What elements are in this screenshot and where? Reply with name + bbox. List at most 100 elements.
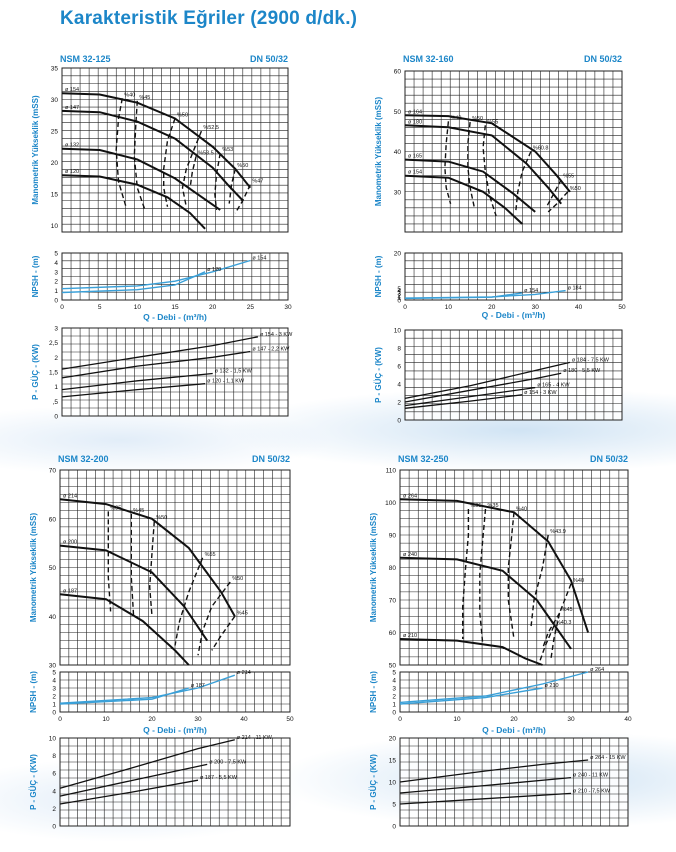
efficiency-line: [174, 557, 204, 646]
power-curve: [404, 361, 571, 400]
chart-model-title: NSM 32-250: [398, 454, 449, 464]
y-tick-label: 2: [397, 400, 401, 407]
y-tick-label: 2,5: [49, 340, 58, 347]
y-tick-label: 60: [389, 630, 397, 637]
x-tick-label: 40: [575, 304, 583, 311]
y-tick-label: 40: [394, 149, 402, 156]
x-tick-label: 20: [488, 304, 496, 311]
npsh-curve-label: ø 264: [590, 667, 604, 673]
efficiency-line: [538, 625, 555, 663]
power-curve-label: ø 147 - 2,2 KW: [252, 346, 290, 352]
x-tick-label: 40: [624, 716, 632, 723]
y-tick-label: 40: [49, 614, 57, 621]
y-tick-label: 0: [52, 710, 56, 717]
power-curve-label: ø 240 - 11 KW: [573, 773, 609, 779]
npsh-curve: [61, 271, 206, 294]
efficiency-line: [197, 581, 231, 656]
chart-dn-label: DN 50/32: [250, 54, 288, 64]
efficiency-label: %53.5: [198, 150, 214, 156]
chart-dn-label: DN 50/32: [584, 54, 622, 64]
y-tick-label: 10: [389, 780, 397, 787]
power-frame: [399, 737, 629, 827]
power-axis-label: P - GÜÇ - (KW): [31, 344, 40, 400]
x-tick-label: 15: [171, 304, 179, 311]
npsh-curve-label: ø 187: [191, 683, 205, 689]
chart-dn-label: DN 50/32: [590, 454, 628, 464]
power-curve-label: ø 184 - 7,5 KW: [572, 357, 610, 363]
efficiency-label: %45: [562, 607, 573, 613]
efficiency-label: %43.9: [550, 529, 566, 535]
npsh-curve: [61, 259, 251, 290]
y-tick-label: 0: [397, 418, 401, 425]
y-tick-label: 50: [394, 109, 402, 116]
efficiency-line: [133, 100, 146, 211]
head-curve: [59, 544, 209, 642]
head-curve: [399, 498, 590, 633]
power-curve: [399, 759, 589, 783]
power-panel: 0 2 4 6 8 10 P - GÜÇ - (KW) ø 214 - 11 KW ø 200 …: [29, 735, 291, 831]
x-tick-label: 0: [60, 304, 64, 311]
efficiency-line: [211, 615, 236, 651]
y-tick-label: 4: [397, 288, 401, 295]
efficiency-line: [515, 151, 532, 212]
power-axis-label: P - GÜÇ - (KW): [369, 754, 378, 810]
x-tick-label: 0: [403, 304, 407, 311]
head-curve: [61, 109, 244, 202]
efficiency-line: [541, 612, 561, 650]
head-curve: [404, 174, 523, 225]
y-tick-label: 50: [389, 663, 397, 670]
y-tick-label: 25: [51, 129, 59, 136]
x-tick-label: 50: [286, 716, 294, 723]
y-tick-label: 2: [52, 694, 56, 701]
curve-label: ø 164: [408, 109, 422, 115]
npsh-frame: [399, 671, 629, 713]
y-tick-label: 1: [52, 702, 56, 709]
efficiency-label: %55: [205, 552, 216, 558]
efficiency-line: [545, 179, 562, 209]
head-panel: 10 15 20 25 30 35 Manometrik Yükseklik (mSS) ø …: [31, 66, 289, 233]
x-tick-label: 20: [510, 716, 518, 723]
npsh-curve: [399, 687, 543, 705]
efficiency-label: %50: [232, 576, 243, 582]
npsh-axis-label: NPSH - (m): [369, 671, 378, 713]
y-tick-label: 20: [394, 251, 402, 258]
x-tick-label: 20: [148, 716, 156, 723]
efficiency-label: %50: [156, 515, 167, 521]
power-panel: 0 2 4 6 8 10 P - GÜÇ - (KW) ø 184 - 7,5 KW ø 180…: [374, 328, 623, 425]
efficiency-line: [479, 508, 487, 643]
x-axis-label: Q - Debi - (m³/h): [143, 725, 207, 735]
y-tick-label: 60: [49, 516, 57, 523]
chart-model-title: NSM 32-200: [58, 454, 109, 464]
efficiency-label: %50: [177, 112, 188, 118]
efficiency-label: %55: [487, 119, 498, 125]
efficiency-label: %60.8: [533, 146, 549, 152]
power-curve: [61, 383, 206, 398]
efficiency-line: [148, 521, 155, 617]
y-tick-label: 5: [392, 670, 396, 677]
npsh-curve: [59, 687, 190, 705]
y-tick-label: 1: [397, 295, 401, 302]
power-curve-label: ø 180 - 5,5 KW: [563, 368, 601, 374]
head-curve: [61, 174, 206, 230]
head-curve: [399, 556, 572, 650]
chart-nsm-32-250: NSM 32-250 DN 50/325060708090100110Manome…: [369, 454, 632, 831]
curve-label: ø 154: [408, 170, 422, 176]
x-tick-label: 10: [453, 716, 461, 723]
efficiency-label: %53: [222, 147, 233, 153]
efficiency-line: [507, 512, 515, 640]
y-tick-label: 0: [392, 710, 396, 717]
y-tick-label: 15: [389, 758, 397, 765]
power-curve: [61, 350, 251, 379]
y-tick-label: 4: [397, 382, 401, 389]
power-curve: [404, 394, 523, 409]
curve-label: ø 240: [403, 552, 417, 558]
x-tick-label: 0: [398, 716, 402, 723]
x-axis-label: Q - Debi - (m³/h): [482, 310, 546, 320]
chart-nsm-32-125: NSM 32-125 DN 50/32101520253035Manometrik…: [31, 54, 293, 421]
efficiency-line: [462, 509, 470, 639]
curve-label: ø 120: [65, 169, 79, 175]
npsh-curve: [399, 671, 589, 704]
head-panel: 30 40 50 60 Manometrik Yükseklik (mSS) ø 164 ø…: [374, 69, 623, 233]
